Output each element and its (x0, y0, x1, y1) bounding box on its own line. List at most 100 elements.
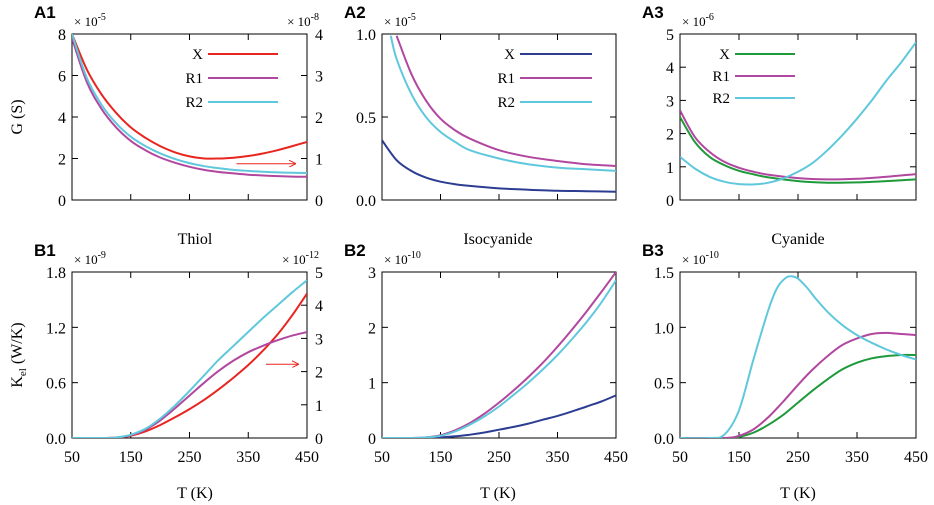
xlabel-b1: T (K) (177, 485, 213, 502)
y-tick-label: 3 (666, 93, 674, 110)
y2-tick-label: 0 (315, 431, 323, 448)
series-x-line (680, 116, 916, 184)
y2-tick-label: 3 (315, 331, 323, 348)
x-tick-label: 250 (786, 449, 810, 466)
k-ylabel-sub: el (17, 368, 29, 376)
g-ylabel: G (S) (9, 99, 26, 134)
x-tick-label: 450 (295, 449, 319, 466)
k-ylabel: Kel (W/K) (9, 322, 29, 387)
y2-tick-label: 3 (315, 69, 323, 86)
title-b3: Cyanide (771, 231, 824, 248)
y-tick-label: 0 (666, 193, 674, 210)
y-tick-label: 0.0 (46, 431, 66, 448)
series-r1-line (72, 37, 307, 178)
series-x-line (382, 394, 616, 438)
series-r1-line (72, 330, 307, 438)
x-tick-label: 50 (672, 449, 688, 466)
y2-tick-label: 2 (315, 365, 323, 382)
y-tick-label: 1.0 (356, 27, 376, 44)
plot-frame (381, 271, 617, 439)
plot-frame (679, 33, 917, 201)
y-tick-label: 2 (58, 152, 66, 169)
panel-b3: B3 0.0 0.5 1.0 1.5 50 150 250 350 450 (642, 241, 928, 466)
panel-label: A2 (344, 3, 366, 22)
plot-frame (381, 33, 617, 201)
series-r2-line (680, 275, 916, 438)
legend-label-r2: R2 (185, 95, 203, 111)
y-tick-label: 1.8 (46, 265, 66, 282)
xlabel-b3: T (K) (780, 485, 816, 502)
legend-label-r2: R2 (497, 95, 515, 111)
legend: X R1 R2 (712, 47, 795, 107)
series-r1-line (680, 331, 916, 438)
y-tick-label: 8 (58, 27, 66, 44)
plot-frame (679, 271, 917, 439)
x-tick-label: 150 (429, 449, 453, 466)
y-tick-label: 1 (368, 376, 376, 393)
panel-a3: A3 0 1 2 3 4 5 X R1 R2 (642, 3, 917, 210)
x-tick-label: 50 (374, 449, 390, 466)
legend-label-x: X (504, 47, 515, 63)
y2-tick-label: 2 (315, 110, 323, 127)
series-r1-line (395, 35, 616, 167)
y-exponent-label: × 10-10 (384, 250, 421, 267)
y-exponent-label: × 10-10 (682, 250, 719, 267)
y-exponent-label: × 10-5 (74, 12, 106, 29)
title-b1: Thiol (178, 231, 213, 248)
series-x-line (72, 293, 307, 438)
legend: X R1 R2 (497, 47, 592, 111)
panel-a2: A2 0.0 0.5 1.0 X R1 R2 (344, 3, 617, 210)
y-tick-label: 0.0 (654, 431, 674, 448)
legend-label-r1: R1 (712, 69, 730, 85)
series-r2-line (382, 279, 616, 438)
x-tick-label: 250 (178, 449, 202, 466)
x-tick-label: 350 (546, 449, 570, 466)
y-exponent-label: × 10-9 (74, 250, 106, 267)
series-x-line (382, 139, 616, 193)
y-tick-label: 1 (666, 160, 674, 177)
x-tick-label: 450 (604, 449, 628, 466)
title-b2: Isocyanide (463, 231, 532, 248)
y-tick-label: 1.2 (46, 320, 66, 337)
y-tick-label: 1.5 (654, 265, 674, 282)
series-r2-line (72, 279, 307, 438)
y-tick-label: 3 (368, 265, 376, 282)
series-r2-line (389, 35, 616, 172)
y-tick-label: 0.5 (654, 376, 674, 393)
x-tick-label: 150 (727, 449, 751, 466)
legend-label-r1: R1 (497, 71, 515, 87)
y-tick-label: 1.0 (654, 320, 674, 337)
series-r1-line (680, 109, 916, 181)
series-r2-line (680, 41, 916, 186)
y2-tick-label: 4 (315, 27, 323, 44)
panel-b1: B1 0.0 0.6 1.2 1.8 0 1 2 3 4 5 50 150 250 350 450 (34, 241, 323, 466)
x-tick-label: 350 (845, 449, 869, 466)
legend: X R1 R2 (185, 47, 278, 111)
y-tick-label: 0.6 (46, 376, 66, 393)
series-x-line (72, 34, 307, 160)
k-ylabel-main: K (9, 376, 26, 388)
y2-tick-label: 0 (315, 193, 323, 210)
y2-tick-label: 5 (315, 265, 323, 282)
y-tick-label: 4 (58, 110, 66, 127)
y2-exponent-label: × 10-12 (282, 250, 319, 267)
y-tick-label: 2 (368, 320, 376, 337)
legend-label-x: X (719, 47, 730, 63)
y-tick-label: 4 (666, 60, 674, 77)
y-exponent-label: × 10-5 (384, 12, 416, 29)
legend-label-r2: R2 (712, 91, 730, 107)
panel-label: A1 (34, 3, 56, 22)
plot-frame (71, 271, 308, 439)
panel-label: B3 (642, 241, 664, 260)
series-r2-line (72, 34, 307, 174)
legend-label-r1: R1 (185, 71, 203, 87)
x-tick-label: 450 (904, 449, 928, 466)
y-exponent-label: × 10-6 (682, 12, 714, 29)
y2-exponent-label: × 10-8 (287, 12, 319, 29)
y2-tick-label: 1 (315, 152, 323, 169)
y-tick-label: 0 (58, 193, 66, 210)
panel-label: B2 (344, 241, 366, 260)
y-tick-label: 0 (368, 431, 376, 448)
